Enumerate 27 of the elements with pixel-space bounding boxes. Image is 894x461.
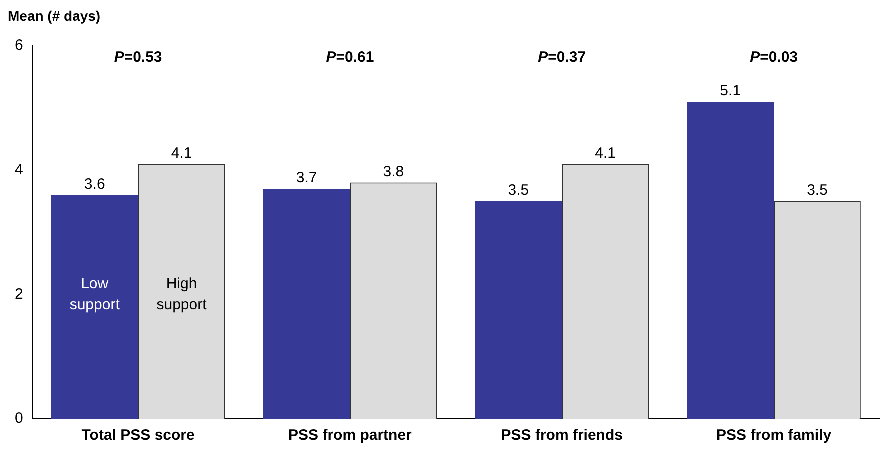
data-label: 4.1 (595, 144, 616, 162)
data-label: 3.8 (383, 163, 404, 180)
bar (51, 195, 138, 419)
y-tick-label: 4 (15, 161, 24, 178)
annotation: P=0.03 (750, 49, 798, 66)
data-label: 3.6 (84, 176, 106, 193)
annotation: P=0.37 (538, 49, 586, 66)
data-label: 3.5 (807, 182, 828, 200)
data-label: 3.5 (508, 182, 530, 200)
annotation: P=0.61 (326, 49, 374, 66)
series-label: High support (156, 275, 208, 314)
data-label: 3.7 (296, 170, 318, 187)
x-tick-label: PSS from partner (288, 427, 412, 444)
y-tick-label: 6 (15, 37, 24, 54)
data-label: 4.1 (171, 144, 192, 162)
x-tick-label: PSS from family (716, 427, 832, 444)
data-label: 5.1 (720, 82, 742, 100)
annotation: P=0.53 (114, 49, 162, 66)
bar (263, 188, 350, 419)
x-tick-label: Total PSS score (82, 427, 195, 444)
bar (687, 102, 774, 419)
series-label: Low support (70, 275, 121, 314)
y-tick-label: 0 (15, 410, 24, 428)
bar (475, 201, 562, 419)
x-tick-label: PSS from friends (501, 427, 623, 444)
y-tick-label: 2 (15, 286, 24, 303)
y-axis-title: Mean (# days) (8, 8, 101, 24)
